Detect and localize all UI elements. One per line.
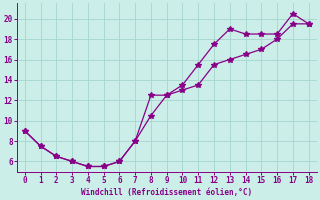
X-axis label: Windchill (Refroidissement éolien,°C): Windchill (Refroidissement éolien,°C) <box>81 188 252 197</box>
